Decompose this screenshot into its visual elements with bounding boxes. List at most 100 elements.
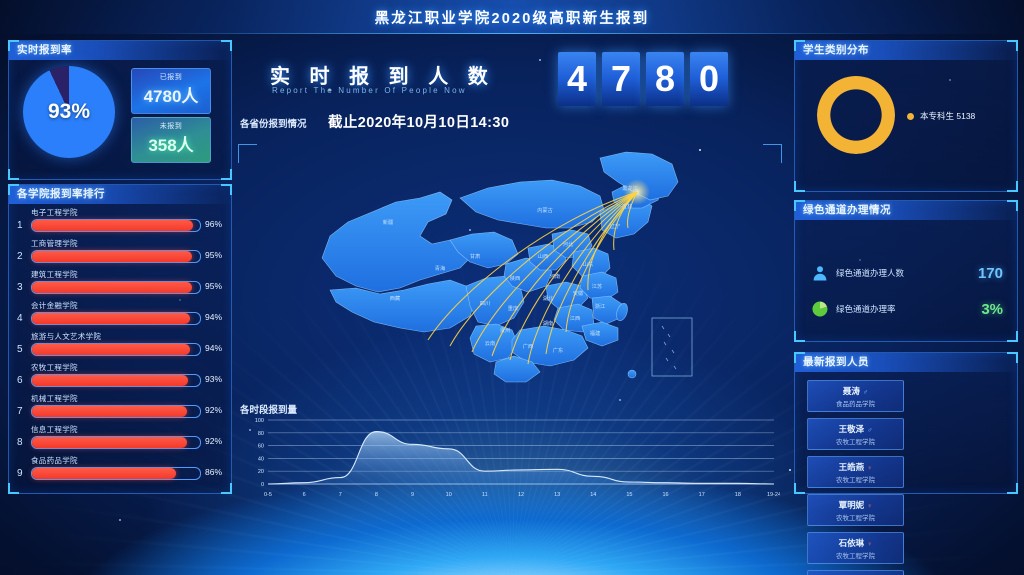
rank-progress-fill: [32, 468, 177, 479]
count-digit-1: 7: [602, 52, 640, 106]
rank-percent-label: 96%: [205, 219, 223, 229]
stat-card-value: 4780人: [143, 87, 199, 106]
chart-x-axis-ticks: 0-5 6 7 8 9 10 11 12 13 14 15 16 17 18 19-24: [264, 492, 780, 498]
female-icon: ♀: [867, 465, 873, 472]
ranking-row[interactable]: 7 机械工程学院 92%: [9, 392, 231, 423]
map-province-label: 青海: [435, 264, 445, 272]
ranking-row[interactable]: 6 农牧工程学院 93%: [9, 361, 231, 392]
registrant-card[interactable]: 张赫♂机械工程学院: [807, 570, 904, 575]
registrant-department: 农牧工程学院: [836, 553, 875, 560]
ranking-row[interactable]: 5 旅游与人文艺术学院 94%: [9, 330, 231, 361]
pie-slice-group: [23, 66, 115, 158]
y-tick-label: 60: [258, 444, 264, 450]
map-province-label: 重庆: [508, 304, 518, 312]
rank-progress-track: [31, 281, 201, 294]
corner-decoration: [794, 40, 805, 51]
ranking-row[interactable]: 2 工商管理学院 95%: [9, 237, 231, 268]
stat-card-reported: 已报到 4780人: [131, 68, 211, 114]
rank-index: 5: [17, 344, 23, 355]
rank-progress-track: [31, 436, 201, 449]
rank-progress-track: [31, 467, 201, 480]
registrant-card[interactable]: 覃明妮 ♀ 农牧工程学院: [807, 494, 904, 526]
china-migration-map[interactable]: 新疆 西藏 青海 甘肃 四川 云南 内蒙古 陕西 重庆 贵州 广西 湖南 湖北 河南 山西 河北 山东 安徽 江西福…: [300, 140, 740, 390]
page-title: 黑龙江职业学院2020级高职新生报到: [374, 11, 650, 27]
x-tick-label: 11: [482, 492, 488, 498]
corner-decoration: [794, 483, 805, 494]
rank-index: 6: [17, 375, 23, 386]
rank-progress-track: [31, 343, 201, 356]
y-tick-label: 0: [261, 482, 264, 488]
corner-decoration: [1007, 40, 1018, 51]
category-legend: 本专科生 5138: [907, 110, 975, 122]
ranking-row[interactable]: 1 电子工程学院 96%: [9, 206, 231, 237]
rank-progress-track: [31, 312, 201, 325]
map-province-label: 河南: [550, 272, 560, 280]
rank-progress-track: [31, 250, 201, 263]
rank-percent-label: 86%: [205, 467, 223, 477]
rank-percent-label: 94%: [205, 343, 223, 353]
chart-y-axis-ticks: 0 20 40 60 80 100: [255, 418, 264, 488]
rank-percent-label: 93%: [205, 374, 223, 384]
registrant-name: 石依琳 ♀: [838, 538, 873, 548]
pie-center-label: 93%: [47, 100, 91, 123]
registrant-department: 农牧工程学院: [836, 477, 875, 484]
registrant-card[interactable]: 聂涛 ♂ 食品药品学院: [807, 380, 904, 412]
ranking-row[interactable]: 3 建筑工程学院 95%: [9, 268, 231, 299]
rank-progress-track: [31, 374, 201, 387]
rank-index: 3: [17, 282, 23, 293]
latest-registrants-grid: 聂涛 ♂ 食品药品学院 王敬泽 ♂ 农牧工程学院 王皓燕 ♀ 农牧工程学院 覃明妮 ♀ 农牧工程学院石…: [807, 380, 1005, 575]
y-tick-label: 80: [258, 431, 264, 437]
rank-index: 9: [17, 468, 23, 479]
x-tick-label: 15: [626, 492, 632, 498]
panel-title-green-channel: 绿色通道办理情况: [795, 201, 1017, 220]
corner-decoration: [794, 352, 805, 363]
panel-title-student-category: 学生类别分布: [795, 41, 1017, 60]
corner-decoration: [1007, 483, 1018, 494]
panel-title-realtime-rate: 实时报到率: [9, 41, 231, 60]
map-province-label: 内蒙古: [537, 206, 553, 214]
legend-color-swatch: [907, 112, 914, 120]
registrant-card[interactable]: 王敬泽 ♂ 农牧工程学院: [807, 418, 904, 450]
x-tick-label: 10: [446, 492, 452, 498]
rank-progress-fill: [32, 406, 187, 417]
registrant-department: 食品药品学院: [836, 401, 875, 408]
x-tick-label: 14: [590, 492, 596, 498]
rank-progress-fill: [32, 220, 194, 231]
rank-college-name: 农牧工程学院: [31, 363, 78, 372]
center-heading: 实 时 报 到 人 数: [270, 66, 495, 88]
corner-decoration: [221, 483, 232, 494]
inset-islands: [661, 325, 677, 370]
rank-progress-fill: [32, 313, 190, 324]
ranking-row[interactable]: 9 食品药品学院 86%: [9, 454, 231, 485]
map-province-label: 山西: [538, 252, 548, 260]
stat-card-caption: 已报到: [159, 74, 183, 81]
chart-line: [267, 430, 775, 485]
rank-index: 7: [17, 406, 23, 417]
province-situation-label: 各省份报到情况: [240, 119, 307, 130]
rank-progress-fill: [32, 375, 189, 386]
ranking-row[interactable]: 4 会计金融学院 94%: [9, 299, 231, 330]
map-province-label: 黑龙江: [622, 184, 638, 192]
registrant-name: 覃明妮 ♀: [838, 500, 873, 510]
panel-college-ranking: 各学院报到率排行 1 电子工程学院 96% 2 工商管理学院 95% 3 建筑工程学院 95% 4…: [8, 184, 232, 494]
rank-progress-fill: [32, 344, 190, 355]
map-province-label: 湖北: [543, 294, 554, 302]
corner-decoration: [794, 331, 805, 342]
x-tick-label: 0-5: [264, 492, 272, 498]
corner-decoration: [8, 169, 19, 180]
rank-percent-label: 92%: [205, 405, 223, 415]
panel-green-channel: 绿色通道办理情况 绿色通道办理人数 170 绿色通道办理率 3%: [794, 200, 1018, 342]
map-province-label: 安徽: [573, 289, 584, 297]
registrant-department: 农牧工程学院: [836, 439, 875, 446]
map-province-label: 陕西: [510, 274, 520, 282]
registrant-card[interactable]: 王皓燕 ♀ 农牧工程学院: [807, 456, 904, 488]
registrant-card[interactable]: 石依琳 ♀ 农牧工程学院: [807, 532, 904, 564]
rank-college-name: 机械工程学院: [31, 394, 78, 403]
corner-decoration: [221, 184, 232, 195]
ranking-row[interactable]: 8 信息工程学院 92%: [9, 423, 231, 454]
map-province-label: 贵州: [500, 326, 510, 334]
rank-index: 8: [17, 437, 23, 448]
hourly-registration-chart: 各时段报到量 0 20 40 60 80 100 0-5 6 7 8 9 10 11 12 13 14 15 1…: [240, 402, 780, 508]
